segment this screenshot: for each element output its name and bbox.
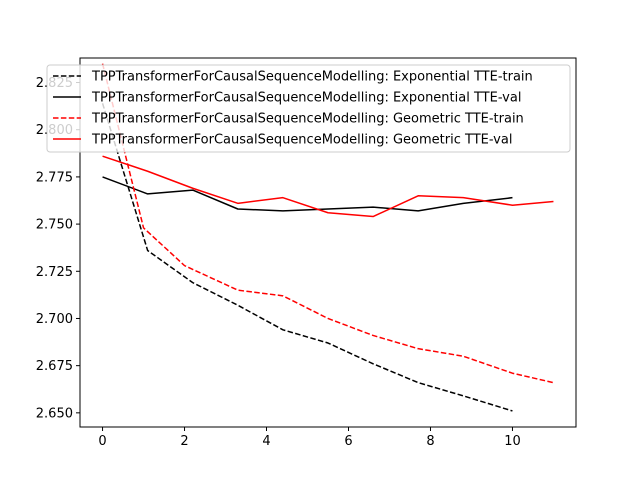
y-tick-label: 2.675 — [36, 359, 73, 374]
plot-layer — [101, 63, 554, 412]
legend: TPPTransformerForCausalSequenceModelling… — [46, 64, 571, 153]
x-tick-label: 10 — [504, 434, 521, 449]
series-line-3 — [101, 63, 554, 384]
series-line-2 — [102, 176, 513, 212]
y-tick-label: 2.725 — [36, 265, 73, 280]
series-line-1 — [101, 103, 513, 412]
x-axis: 0 2 4 6 8 10 — [98, 427, 521, 449]
plot-frame — [79, 57, 577, 428]
legend-label: TPPTransformerForCausalSequenceModelling… — [91, 70, 533, 85]
x-tick-label: 6 — [344, 434, 352, 449]
x-tick-label: 2 — [180, 434, 188, 449]
legend-label: TPPTransformerForCausalSequenceModelling… — [91, 91, 521, 106]
y-tick-label: 2.750 — [36, 218, 73, 233]
x-tick-label: 4 — [262, 434, 270, 449]
x-tick-label: 8 — [426, 434, 434, 449]
legend-box — [46, 64, 571, 153]
y-tick-label: 2.775 — [36, 170, 73, 185]
series-line-4 — [102, 155, 554, 218]
x-tick-label: 0 — [98, 434, 106, 449]
y-tick-label: 2.650 — [36, 406, 73, 421]
legend-label: TPPTransformerForCausalSequenceModelling… — [91, 112, 524, 127]
y-tick-label: 2.700 — [36, 312, 73, 327]
legend-label: TPPTransformerForCausalSequenceModelling… — [91, 133, 512, 148]
